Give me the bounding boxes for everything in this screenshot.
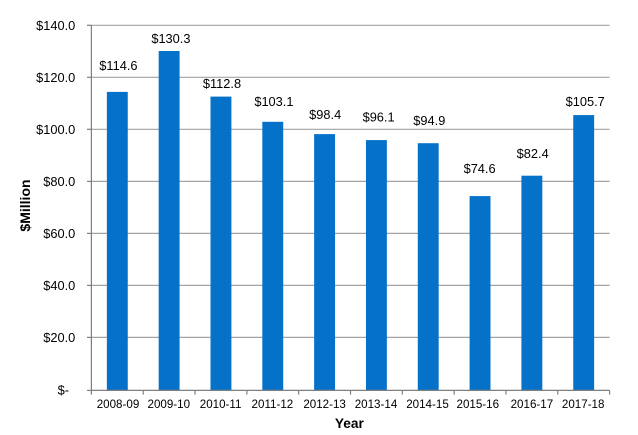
svg-text:$20.0: $20.0 xyxy=(43,330,75,345)
svg-text:2009-10: 2009-10 xyxy=(148,398,191,411)
svg-text:Year: Year xyxy=(335,416,365,431)
svg-text:$94.9: $94.9 xyxy=(413,113,445,128)
svg-text:2017-18: 2017-18 xyxy=(562,398,605,411)
svg-text:2016-17: 2016-17 xyxy=(511,398,554,411)
svg-text:$-: $- xyxy=(58,383,69,398)
svg-text:2015-16: 2015-16 xyxy=(457,398,500,411)
svg-text:$100.0: $100.0 xyxy=(36,122,75,137)
svg-text:$112.8: $112.8 xyxy=(203,76,241,91)
svg-text:$140.0: $140.0 xyxy=(36,18,75,33)
svg-text:2013-14: 2013-14 xyxy=(355,398,398,411)
svg-text:2011-12: 2011-12 xyxy=(252,398,294,411)
svg-text:$98.4: $98.4 xyxy=(309,107,341,122)
svg-text:$80.0: $80.0 xyxy=(43,174,75,189)
svg-text:$114.6: $114.6 xyxy=(99,58,137,73)
svg-text:$40.0: $40.0 xyxy=(43,278,75,293)
svg-text:2010-11: 2010-11 xyxy=(200,398,242,411)
svg-text:$130.3: $130.3 xyxy=(151,31,190,46)
svg-text:$82.4: $82.4 xyxy=(517,146,549,161)
svg-text:$120.0: $120.0 xyxy=(36,70,75,85)
svg-text:$103.1: $103.1 xyxy=(254,94,293,109)
svg-text:2012-13: 2012-13 xyxy=(303,398,346,411)
svg-text:$96.1: $96.1 xyxy=(363,110,395,125)
svg-text:2008-09: 2008-09 xyxy=(97,398,140,411)
svg-text:2014-15: 2014-15 xyxy=(406,398,449,411)
svg-text:$Million: $Million xyxy=(17,179,33,231)
svg-text:$105.7: $105.7 xyxy=(566,94,605,109)
svg-text:$60.0: $60.0 xyxy=(43,226,75,241)
svg-text:$74.6: $74.6 xyxy=(464,161,496,176)
